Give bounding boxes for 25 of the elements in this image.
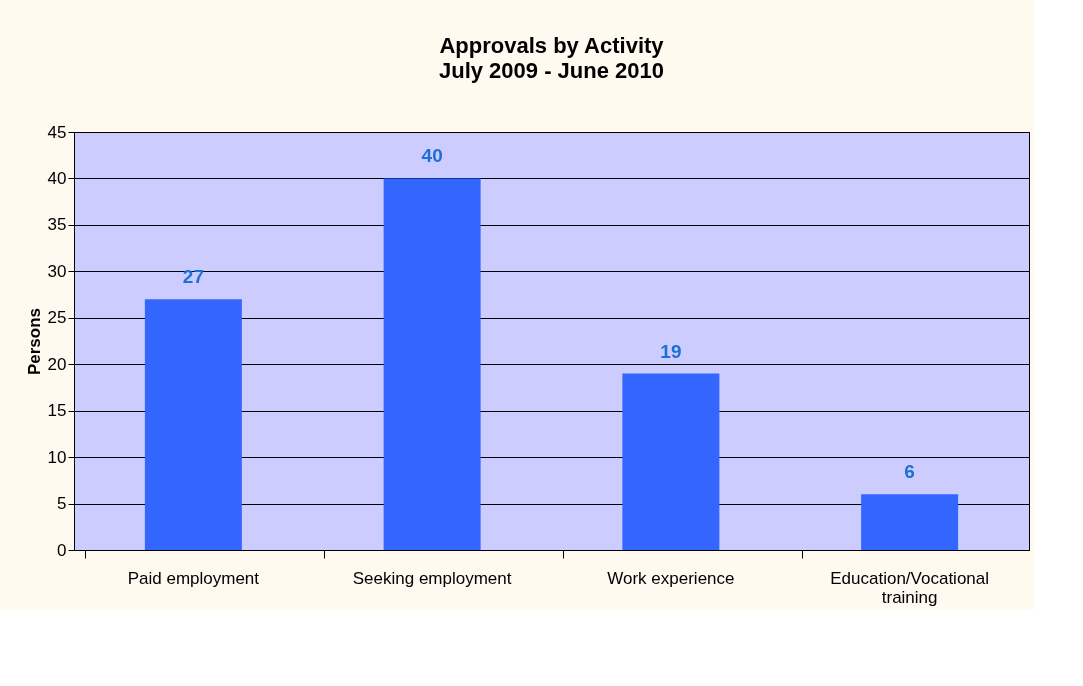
chart-subtitle: July 2009 - June 2010 [438, 58, 665, 83]
chart-title: Approvals by Activity [439, 33, 665, 58]
x-tick-label: Paid employment [127, 568, 260, 588]
y-tick-label: 40 [47, 168, 67, 188]
y-tick-label: 15 [47, 401, 67, 421]
y-tick-label: 20 [47, 354, 67, 374]
data-label: 27 [182, 266, 204, 288]
y-tick-label: 0 [57, 540, 67, 560]
bar [622, 373, 720, 550]
x-tick-label: Work experience [607, 568, 735, 588]
data-label: 40 [421, 145, 443, 167]
y-tick-label: 45 [47, 122, 67, 142]
bar [144, 299, 242, 550]
data-label: 6 [904, 461, 915, 483]
y-tick-label: 5 [57, 494, 67, 514]
y-tick-label: 30 [47, 261, 67, 281]
bar [383, 178, 481, 550]
data-label: 19 [660, 340, 682, 362]
y-tick-label: 10 [47, 447, 67, 467]
y-axis-title: Persons [24, 307, 44, 376]
x-tick-label: Education/Vocational training [830, 568, 990, 607]
x-tick-label: Seeking employment [352, 568, 512, 588]
y-tick-label: 35 [47, 215, 67, 235]
bar [861, 494, 959, 550]
y-tick-label: 25 [47, 308, 67, 328]
